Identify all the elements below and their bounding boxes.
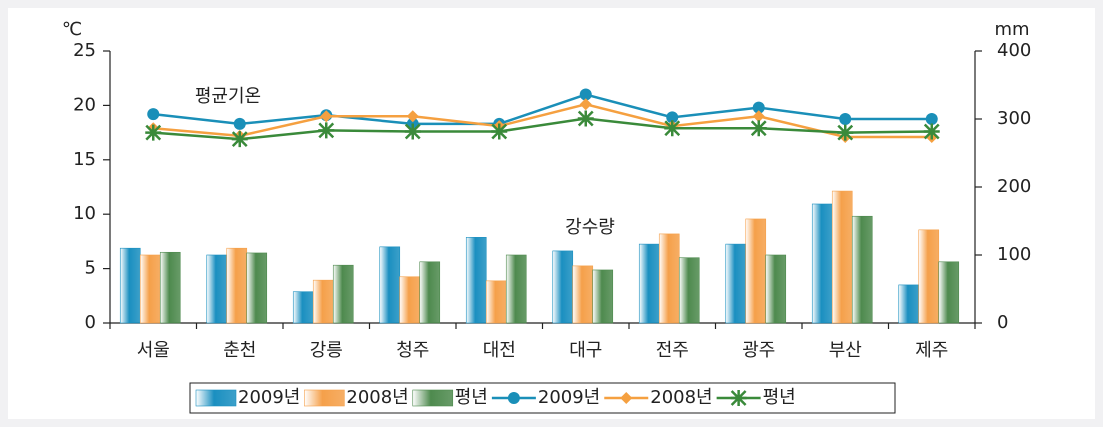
y-tick-label: 5 xyxy=(85,258,96,279)
y-tick-label: 15 xyxy=(73,149,96,170)
legend-label: 평년 xyxy=(455,387,488,408)
marker xyxy=(923,123,940,140)
marker xyxy=(579,88,592,101)
line xyxy=(153,103,932,139)
x-tick-label: 대구 xyxy=(569,340,602,361)
marker xyxy=(507,392,520,404)
y2-axis-label: mm xyxy=(994,19,1029,40)
y-tick-label: 20 xyxy=(73,94,96,115)
bar xyxy=(898,284,920,324)
y2-tick-label: 0 xyxy=(997,312,1008,333)
bar xyxy=(119,247,141,324)
bar xyxy=(811,203,833,324)
x-tick-label: 춘천 xyxy=(223,340,256,361)
annotation: 평균기온 xyxy=(195,86,261,107)
x-tick-label: 강릉 xyxy=(310,340,343,361)
line xyxy=(153,117,932,141)
marker xyxy=(750,120,767,137)
bar xyxy=(918,229,940,324)
marker xyxy=(730,390,747,406)
bar xyxy=(765,254,787,324)
line xyxy=(153,93,932,126)
x-tick-label: 대전 xyxy=(483,340,516,361)
marker xyxy=(320,110,333,123)
legend-label: 2009년 xyxy=(238,387,300,408)
legend-swatch xyxy=(195,389,237,407)
bar xyxy=(246,252,268,324)
x-tick-label: 광주 xyxy=(742,340,775,361)
marker xyxy=(577,110,594,127)
legend-label: 2009년 xyxy=(538,387,600,408)
x-tick-label: 서울 xyxy=(137,340,170,361)
marker xyxy=(145,124,162,141)
marker xyxy=(491,123,508,140)
y2-tick-label: 200 xyxy=(997,176,1031,197)
y-tick-label: 10 xyxy=(73,203,96,224)
bar xyxy=(678,257,700,324)
y-tick-label: 25 xyxy=(73,40,96,61)
marker xyxy=(147,108,160,121)
bar xyxy=(159,251,181,324)
bar xyxy=(552,250,574,324)
legend-swatch xyxy=(304,389,345,407)
panel xyxy=(8,8,1095,419)
bar xyxy=(638,243,660,324)
y-axis-label: ℃ xyxy=(62,19,82,40)
marker xyxy=(579,98,592,111)
marker xyxy=(837,124,854,141)
legend-label: 2008년 xyxy=(650,387,712,408)
marker xyxy=(752,101,765,114)
bar xyxy=(831,190,853,324)
marker xyxy=(620,392,633,404)
marker xyxy=(406,110,419,123)
bar xyxy=(592,269,614,324)
marker xyxy=(664,120,681,137)
x-tick-label: 청주 xyxy=(396,340,429,361)
bar xyxy=(332,264,354,324)
bar xyxy=(745,218,767,324)
legend-box xyxy=(189,382,896,414)
marker xyxy=(233,117,246,130)
bar xyxy=(312,279,334,324)
bar xyxy=(226,247,248,324)
y2-tick-label: 400 xyxy=(997,40,1031,61)
bar xyxy=(465,237,487,324)
bar xyxy=(292,291,314,324)
x-tick-label: 제주 xyxy=(915,340,948,361)
bar xyxy=(938,261,960,324)
bar xyxy=(206,254,228,324)
marker xyxy=(231,131,248,148)
bar xyxy=(419,261,441,324)
bar xyxy=(658,233,680,324)
legend-label: 평년 xyxy=(763,387,796,408)
bar xyxy=(399,276,421,324)
x-tick-label: 부산 xyxy=(829,340,862,361)
marker xyxy=(752,110,765,123)
y-tick-label: 0 xyxy=(85,312,96,333)
bar xyxy=(505,254,527,324)
bar xyxy=(485,280,507,324)
marker xyxy=(839,113,852,125)
x-tick-label: 전주 xyxy=(656,340,689,361)
legend-swatch xyxy=(412,389,454,407)
bar xyxy=(851,215,873,324)
bar xyxy=(725,243,747,324)
legend-label: 2008년 xyxy=(346,387,408,408)
bar xyxy=(379,246,401,324)
bar xyxy=(572,265,594,324)
marker xyxy=(666,111,679,124)
annotation: 강수량 xyxy=(565,217,615,238)
marker xyxy=(404,123,421,140)
y2-tick-label: 100 xyxy=(997,244,1031,265)
bar xyxy=(139,254,161,324)
y2-tick-label: 300 xyxy=(997,108,1031,129)
marker xyxy=(318,122,335,139)
marker xyxy=(925,113,938,125)
